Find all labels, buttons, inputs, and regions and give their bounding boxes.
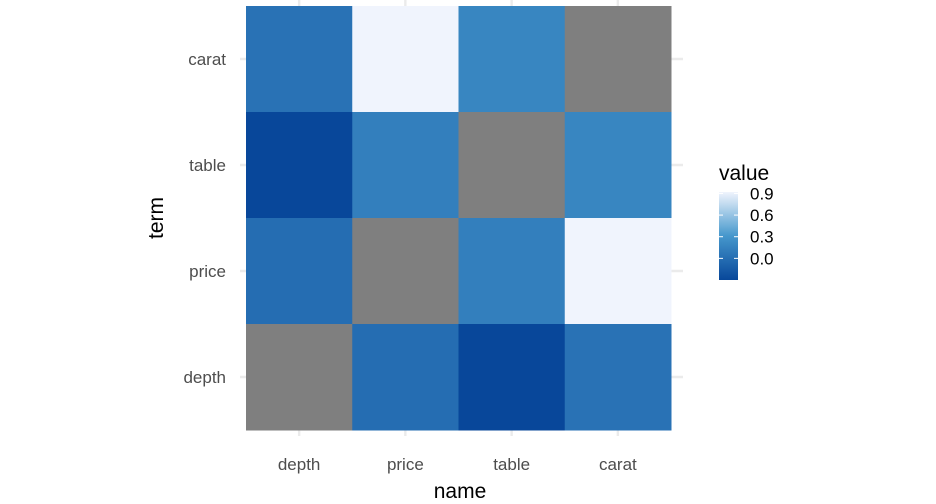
x-axis-title: name	[434, 480, 487, 503]
heatmap-cells	[246, 6, 672, 431]
y-tick-label-table: table	[189, 156, 226, 175]
cell-carat-table	[564, 112, 672, 219]
y-tick-label-depth: depth	[183, 368, 226, 387]
cell-table-price	[458, 218, 566, 325]
cell-carat-carat	[564, 6, 672, 113]
x-tick-label-table: table	[493, 455, 530, 474]
x-tick-label-depth: depth	[278, 455, 321, 474]
y-tick-label-carat: carat	[188, 50, 226, 69]
cell-price-table	[352, 112, 459, 219]
y-tick-label-price: price	[189, 262, 226, 281]
cell-table-carat	[458, 6, 566, 113]
y-axis-ticks: depth price table carat	[183, 50, 226, 387]
cell-price-carat	[352, 6, 459, 113]
x-axis-ticks: depth price table carat	[278, 455, 637, 474]
cell-carat-price	[564, 218, 672, 325]
legend-title: value	[719, 162, 769, 185]
cell-depth-table	[246, 112, 353, 219]
cell-price-depth	[352, 324, 459, 431]
legend-colorbar	[719, 192, 738, 280]
color-legend: value 0.9 0.6 0.3 0.0	[719, 162, 774, 280]
cell-table-depth	[458, 324, 566, 431]
cell-depth-carat	[246, 6, 353, 113]
cell-depth-price	[246, 218, 353, 325]
cell-price-price	[352, 218, 459, 325]
x-tick-label-price: price	[387, 455, 424, 474]
cell-depth-depth	[246, 324, 353, 431]
cell-table-table	[458, 112, 566, 219]
legend-label: 0.0	[750, 249, 774, 268]
x-tick-label-carat: carat	[599, 455, 637, 474]
legend-label: 0.3	[750, 228, 774, 247]
cell-carat-depth	[564, 324, 672, 431]
legend-label: 0.6	[750, 206, 774, 225]
y-axis-title: term	[145, 197, 168, 239]
legend-label: 0.9	[750, 184, 774, 203]
